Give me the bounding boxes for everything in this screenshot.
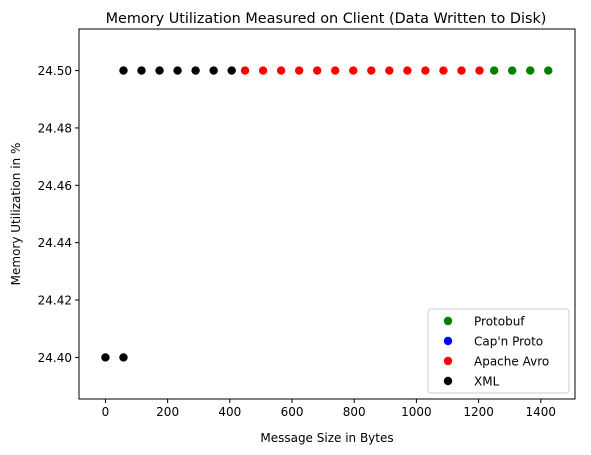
- data-point-2-7: [367, 66, 375, 74]
- data-point-2-10: [421, 66, 429, 74]
- data-point-3-7: [209, 66, 217, 74]
- data-point-0-3: [544, 66, 552, 74]
- data-point-2-8: [385, 66, 393, 74]
- data-point-2-11: [439, 66, 447, 74]
- data-point-0-2: [526, 66, 534, 74]
- x-axis-title: Message Size in Bytes: [260, 431, 393, 445]
- data-point-0-0: [490, 66, 498, 74]
- data-point-2-6: [349, 66, 357, 74]
- y-tick-label-0: 24.40: [38, 351, 72, 365]
- data-point-2-5: [331, 66, 339, 74]
- legend-marker-1: [444, 337, 452, 345]
- data-point-2-2: [277, 66, 285, 74]
- legend-marker-3: [444, 377, 452, 385]
- legend-marker-0: [444, 317, 452, 325]
- data-point-3-1: [119, 353, 127, 361]
- legend-label-0: Protobuf: [474, 315, 525, 329]
- y-tick-label-5: 24.50: [38, 64, 72, 78]
- x-tick-label-5: 1000: [401, 405, 432, 419]
- data-point-3-4: [155, 66, 163, 74]
- data-point-3-3: [137, 66, 145, 74]
- chart-title: Memory Utilization Measured on Client (D…: [106, 11, 547, 27]
- legend-label-3: XML: [474, 375, 500, 389]
- data-point-2-9: [403, 66, 411, 74]
- y-tick-label-3: 24.46: [38, 179, 72, 193]
- legend-label-2: Apache Avro: [474, 355, 549, 369]
- y-tick-label-2: 24.44: [38, 236, 72, 250]
- data-point-3-8: [227, 66, 235, 74]
- y-axis-ticks: 24.40 24.42 24.44 24.46 24.48 24.50: [38, 64, 79, 365]
- x-tick-label-7: 1400: [526, 405, 557, 419]
- data-point-2-4: [313, 66, 321, 74]
- x-tick-label-3: 600: [281, 405, 304, 419]
- x-tick-label-2: 400: [218, 405, 241, 419]
- x-tick-label-0: 0: [102, 405, 110, 419]
- y-tick-label-1: 24.42: [38, 294, 72, 308]
- data-point-3-6: [191, 66, 199, 74]
- data-point-2-13: [475, 66, 483, 74]
- data-point-0-1: [508, 66, 516, 74]
- x-tick-label-1: 200: [156, 405, 179, 419]
- y-tick-label-4: 24.48: [38, 121, 72, 135]
- y-axis-title: Memory Utilization in %: [9, 143, 23, 286]
- data-point-3-0: [101, 353, 109, 361]
- data-point-2-3: [295, 66, 303, 74]
- legend-label-1: Cap'n Proto: [474, 335, 543, 349]
- x-tick-label-6: 1200: [463, 405, 494, 419]
- data-point-2-12: [457, 66, 465, 74]
- legend-marker-2: [444, 357, 452, 365]
- x-tick-label-4: 800: [343, 405, 366, 419]
- data-point-2-0: [241, 66, 249, 74]
- x-axis-ticks: 0 200 400 600 800 1000 1200 1400: [102, 399, 556, 419]
- data-point-3-5: [173, 66, 181, 74]
- data-point-3-2: [119, 66, 127, 74]
- legend: Protobuf Cap'n Proto Apache Avro XML: [428, 309, 569, 393]
- data-point-2-1: [259, 66, 267, 74]
